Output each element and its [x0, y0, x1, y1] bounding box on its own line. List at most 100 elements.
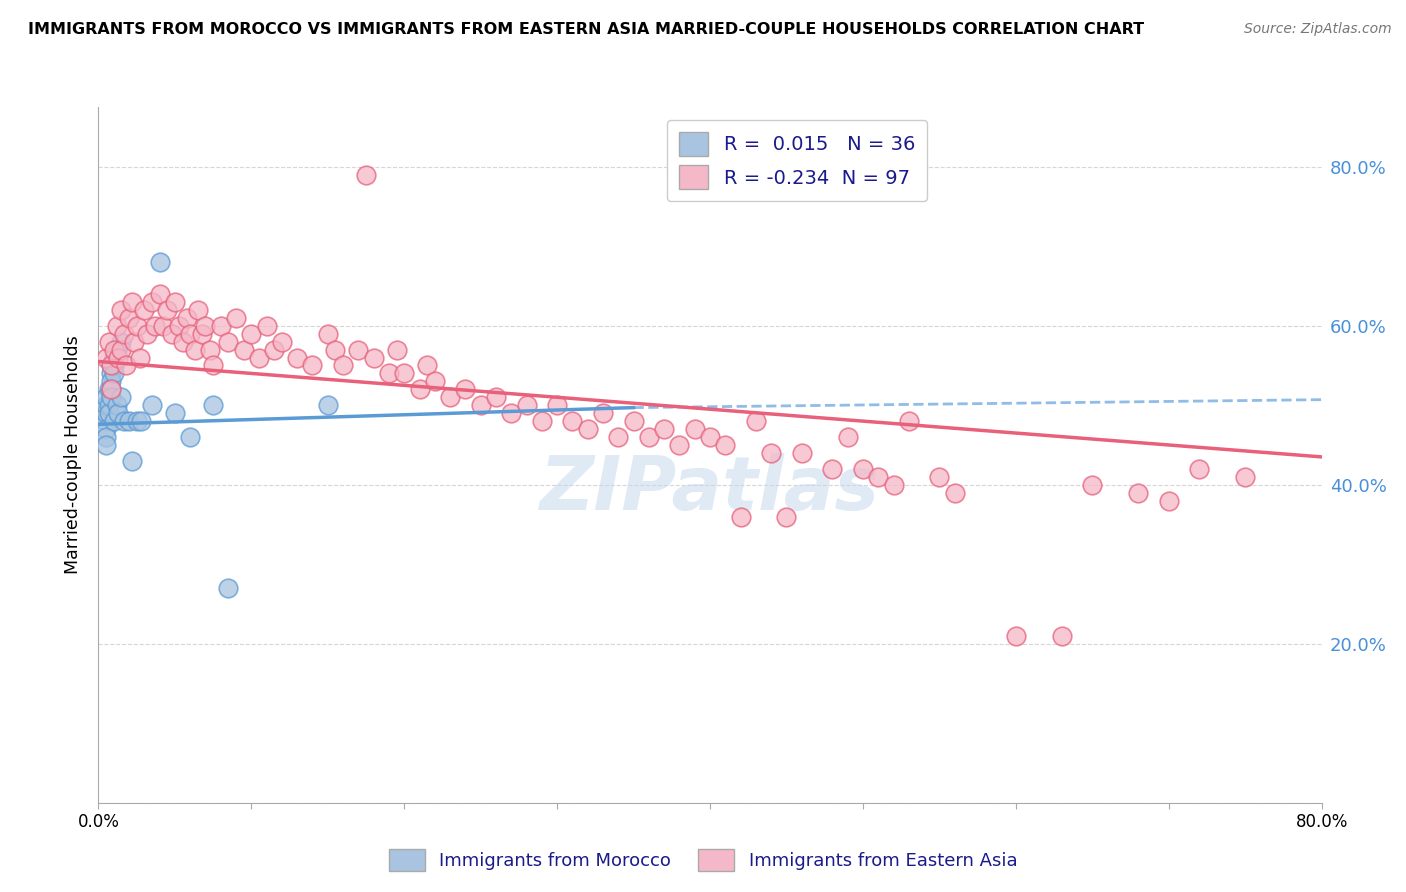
Point	[100, 375, 122, 389]
Point	[501, 406, 523, 420]
Point	[1234, 470, 1257, 484]
Point	[141, 398, 163, 412]
Point	[546, 398, 568, 412]
Point	[110, 302, 132, 317]
Point	[125, 414, 148, 428]
Point	[107, 406, 129, 420]
Point	[416, 359, 439, 373]
Point	[561, 414, 583, 428]
Point	[94, 422, 117, 436]
Point	[128, 351, 150, 365]
Point	[143, 318, 166, 333]
Point	[179, 430, 201, 444]
Point	[103, 351, 125, 365]
Text: Source: ZipAtlas.com: Source: ZipAtlas.com	[1244, 22, 1392, 37]
Point	[256, 318, 278, 333]
Point	[115, 359, 138, 373]
Point	[118, 310, 141, 325]
Point	[332, 359, 354, 373]
Point	[98, 334, 121, 349]
Point	[217, 581, 239, 595]
Point	[98, 382, 121, 396]
Point	[699, 430, 721, 444]
Point	[134, 302, 156, 317]
Point	[94, 390, 117, 404]
Point	[129, 414, 152, 428]
Point	[110, 334, 132, 349]
Point	[172, 334, 194, 349]
Point	[759, 446, 782, 460]
Point	[94, 438, 117, 452]
Point	[1188, 462, 1211, 476]
Point	[775, 509, 797, 524]
Point	[100, 390, 122, 404]
Point	[100, 382, 122, 396]
Point	[191, 326, 214, 341]
Point	[179, 326, 201, 341]
Point	[94, 351, 117, 365]
Point	[110, 390, 132, 404]
Point	[121, 454, 143, 468]
Point	[270, 334, 292, 349]
Point	[1157, 493, 1180, 508]
Point	[176, 310, 198, 325]
Point	[187, 302, 209, 317]
Point	[516, 398, 538, 412]
Point	[868, 470, 890, 484]
Point	[928, 470, 950, 484]
Point	[100, 382, 122, 396]
Point	[105, 318, 128, 333]
Point	[163, 406, 186, 420]
Point	[152, 318, 174, 333]
Point	[363, 351, 385, 365]
Point	[160, 326, 183, 341]
Text: IMMIGRANTS FROM MOROCCO VS IMMIGRANTS FROM EASTERN ASIA MARRIED-COUPLE HOUSEHOLD: IMMIGRANTS FROM MOROCCO VS IMMIGRANTS FR…	[28, 22, 1144, 37]
Point	[652, 422, 675, 436]
Point	[821, 462, 844, 476]
Point	[112, 414, 135, 428]
Point	[105, 398, 128, 412]
Legend: Immigrants from Morocco, Immigrants from Eastern Asia: Immigrants from Morocco, Immigrants from…	[381, 842, 1025, 879]
Point	[683, 422, 706, 436]
Point	[100, 359, 122, 373]
Point	[347, 343, 370, 357]
Point	[378, 367, 401, 381]
Point	[103, 343, 125, 357]
Point	[121, 294, 143, 309]
Point	[470, 398, 492, 412]
Point	[156, 302, 179, 317]
Point	[163, 294, 186, 309]
Point	[107, 351, 129, 365]
Point	[623, 414, 645, 428]
Point	[217, 334, 239, 349]
Point	[883, 477, 905, 491]
Point	[103, 359, 125, 373]
Point	[607, 430, 630, 444]
Point	[149, 286, 172, 301]
Point	[897, 414, 920, 428]
Point	[637, 430, 661, 444]
Point	[112, 326, 135, 341]
Point	[136, 326, 159, 341]
Point	[385, 343, 408, 357]
Point	[232, 343, 254, 357]
Point	[852, 462, 875, 476]
Point	[745, 414, 768, 428]
Point	[122, 334, 145, 349]
Point	[103, 367, 125, 381]
Point	[225, 310, 247, 325]
Point	[94, 406, 117, 420]
Point	[94, 430, 117, 444]
Point	[98, 406, 121, 420]
Point	[125, 318, 148, 333]
Point	[194, 318, 217, 333]
Point	[316, 326, 339, 341]
Point	[198, 343, 221, 357]
Point	[354, 168, 377, 182]
Point	[316, 398, 339, 412]
Point	[98, 398, 121, 412]
Legend: R =  0.015   N = 36, R = -0.234  N = 97: R = 0.015 N = 36, R = -0.234 N = 97	[668, 120, 927, 201]
Point	[714, 438, 737, 452]
Point	[118, 414, 141, 428]
Point	[240, 326, 263, 341]
